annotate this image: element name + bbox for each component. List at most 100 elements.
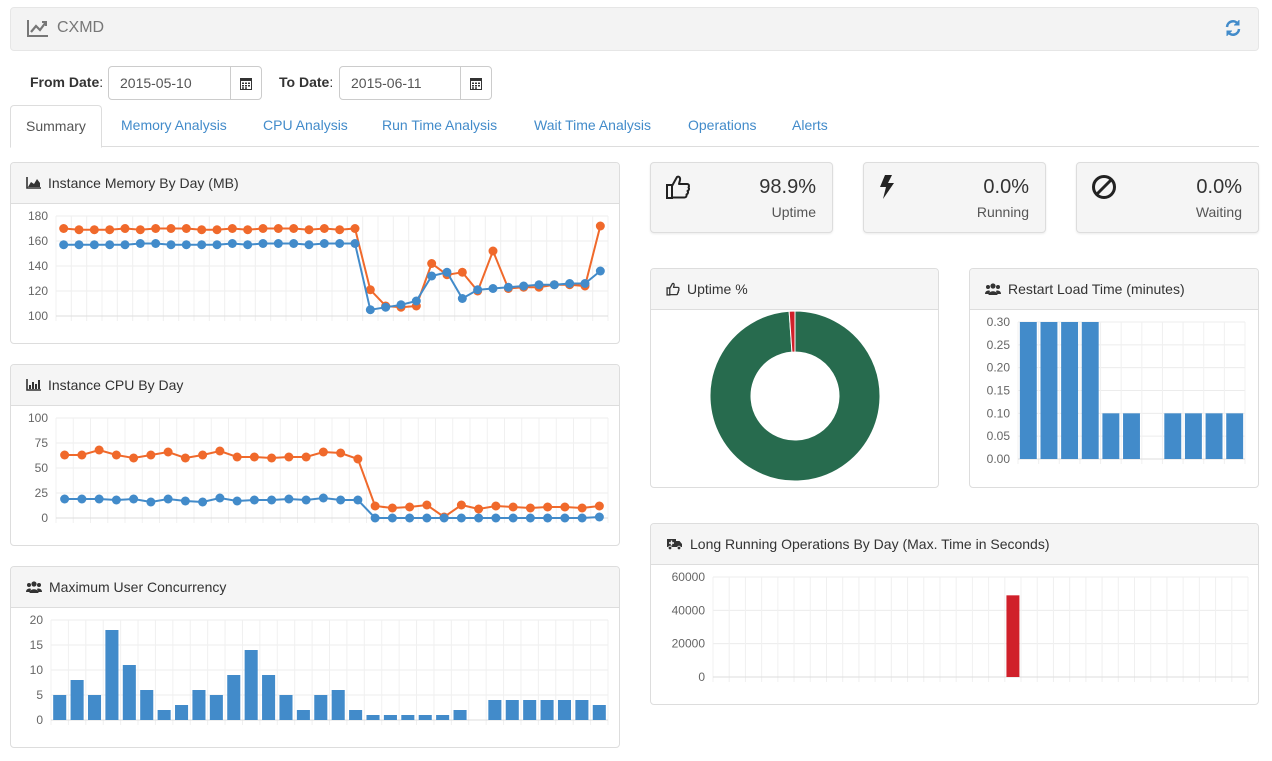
running-value: 0.0% [983,176,1029,198]
users-icon [26,581,42,593]
cpu-panel: Instance CPU By Day 0 25 50 75 100 [10,364,620,546]
concurrency-panel: Maximum User Concurrency 0 5 10 15 20 [10,566,620,748]
data-point [595,221,605,231]
tab-summary[interactable]: Summary [10,105,102,148]
bar [1019,322,1037,459]
data-point [59,224,69,233]
data-point [304,225,314,235]
data-point [427,271,437,281]
data-point [405,502,415,512]
data-point [267,495,277,505]
data-point [111,450,121,460]
data-point [289,224,299,233]
y-tick-label: 0.00 [987,452,1011,466]
data-point [181,224,191,233]
refresh-icon [1225,20,1241,36]
concurrency-chart: 0 5 10 15 20 [30,613,609,727]
tab-memory-analysis[interactable]: Memory Analysis [121,117,227,133]
data-point [77,494,87,504]
data-point [197,240,207,250]
waiting-stat: 0.0% Waiting [1076,162,1259,233]
bar-chart-icon [26,379,41,391]
tab-operations[interactable]: Operations [688,117,757,133]
data-point [318,493,328,503]
to-date-input[interactable] [339,66,462,100]
concurrency-panel-title: Maximum User Concurrency [49,579,227,595]
cpu-panel-title: Instance CPU By Day [48,377,184,393]
restart-panel-header: Restart Load Time (minutes) [970,269,1258,310]
data-point [319,224,329,233]
refresh-button[interactable] [1224,19,1242,42]
data-point [519,281,529,291]
bar [349,710,363,720]
memory-panel: Instance Memory By Day (MB) 100 120 140 160… [10,162,620,344]
donut-slice [788,310,796,353]
data-point [350,239,360,248]
data-point [212,225,222,235]
data-point [129,494,139,504]
data-point [353,454,363,464]
uptime-donut-chart [709,310,881,482]
bar [331,690,345,720]
data-point [227,239,237,248]
data-point [365,305,375,315]
data-point [77,450,87,460]
from-date-calendar-button[interactable] [230,66,262,100]
running-label: Running [976,204,1029,220]
data-point [427,259,437,268]
running-stat: 0.0% Running [863,162,1046,233]
data-point [508,513,518,523]
data-point [594,501,604,511]
data-point [456,513,466,523]
y-tick-label: 0 [36,713,43,727]
thumbs-up-icon [666,175,691,199]
data-point [387,513,397,523]
data-point [105,225,115,235]
bar [244,650,258,720]
y-tick-label: 0 [41,511,48,525]
bar [488,700,502,720]
from-date-input[interactable] [108,66,231,100]
cpu-chart: 0 25 50 75 100 [28,411,609,525]
tab-run-time-analysis[interactable]: Run Time Analysis [382,117,498,133]
y-tick-label: 40000 [672,603,706,617]
data-point [74,240,84,250]
data-point [146,497,156,507]
tab-cpu-analysis[interactable]: CPU Analysis [263,117,348,133]
data-point [151,239,161,248]
data-point [319,239,329,248]
data-point [284,494,294,504]
tab-wait-time-analysis[interactable]: Wait Time Analysis [534,117,651,133]
bar [1205,413,1223,459]
data-point [166,240,176,250]
data-point [577,503,587,513]
data-point [405,513,415,523]
data-point [508,502,518,512]
bar [1061,322,1079,459]
data-point [381,302,391,312]
data-point [491,513,501,523]
data-point [457,267,467,277]
y-tick-label: 0.05 [987,429,1011,443]
data-point [243,240,253,250]
bar [505,700,519,720]
brand[interactable]: CXMD [27,19,104,37]
tab-alerts[interactable]: Alerts [792,117,828,133]
data-point [577,513,587,523]
data-point [350,224,360,233]
restart-panel-title: Restart Load Time (minutes) [1008,281,1185,297]
data-point [442,267,452,277]
uptime-panel-header: Uptime % [651,269,938,310]
uptime-panel: Uptime % [650,268,939,488]
grid [55,215,609,321]
data-point [411,296,421,306]
data-point [146,450,156,460]
to-date-calendar-button[interactable] [460,66,492,100]
data-point [267,453,277,463]
data-point [525,503,535,513]
bar [1164,413,1182,459]
y-tick-label: 0.20 [987,361,1011,375]
uptime-panel-title: Uptime % [687,281,748,297]
data-point [212,240,222,250]
data-point [135,239,145,248]
